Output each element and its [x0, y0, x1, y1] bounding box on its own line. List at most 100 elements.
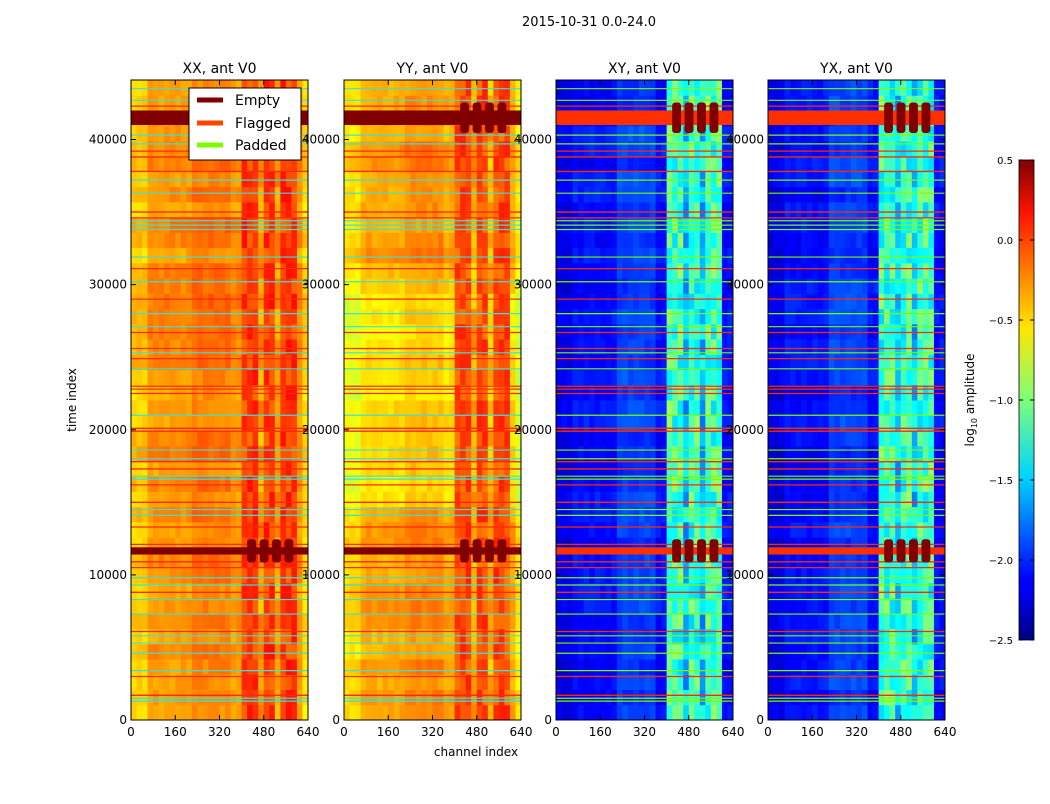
heatmap-cell	[705, 690, 711, 706]
heatmap-cell	[606, 598, 612, 614]
heatmap-cell	[567, 613, 573, 629]
heatmap-cell	[595, 293, 601, 309]
heatmap-cell	[405, 171, 411, 187]
heatmap-cell	[578, 552, 584, 568]
heatmap-cell	[823, 690, 829, 706]
heatmap-cell	[361, 644, 367, 660]
heatmap-cell	[444, 385, 450, 401]
heatmap-cell	[504, 690, 510, 706]
heatmap-cell	[716, 232, 722, 248]
heatmap-cell	[493, 690, 499, 706]
heatmap-cell	[796, 644, 802, 660]
heatmap-cell	[275, 354, 281, 370]
heatmap-cell	[366, 293, 372, 309]
heatmap-cell	[181, 248, 187, 264]
heatmap-cell	[383, 552, 389, 568]
heatmap-cell	[622, 293, 628, 309]
heatmap-cell	[399, 171, 405, 187]
heatmap-cell	[242, 293, 248, 309]
heatmap-cell	[366, 568, 372, 584]
heatmap-cell	[225, 430, 231, 446]
heatmap-cell	[275, 491, 281, 507]
heatmap-cell	[361, 568, 367, 584]
heatmap-cell	[350, 248, 356, 264]
heatmap-cell	[377, 430, 383, 446]
heatmap-cell	[667, 430, 673, 446]
heatmap-cell	[170, 354, 176, 370]
heatmap-cell	[203, 248, 209, 264]
heatmap-cell	[192, 659, 198, 675]
heatmap-cell	[438, 430, 444, 446]
heatmap-cell	[170, 126, 176, 142]
heatmap-cell	[573, 552, 579, 568]
heatmap-cell	[286, 400, 292, 416]
heatmap-cell	[131, 370, 137, 386]
heatmap-cell	[584, 613, 590, 629]
heatmap-cell	[444, 309, 450, 325]
heatmap-cell	[923, 522, 929, 538]
x-tick-label: 160	[589, 725, 612, 739]
heatmap-cell	[705, 248, 711, 264]
heatmap-cell	[153, 126, 159, 142]
heatmap-cell	[683, 598, 689, 614]
heatmap-cell	[275, 202, 281, 218]
heatmap-cell	[399, 293, 405, 309]
heatmap-cell	[700, 644, 706, 660]
heatmap-cell	[372, 522, 378, 538]
heatmap-cell	[722, 644, 728, 660]
heatmap-cell	[499, 644, 505, 660]
heatmap-cell	[247, 278, 253, 294]
heatmap-cell	[722, 263, 728, 279]
heatmap-cell	[137, 202, 143, 218]
heatmap-cell	[722, 354, 728, 370]
heatmap-cell	[622, 309, 628, 325]
heatmap-cell	[923, 613, 929, 629]
heatmap-cell	[258, 522, 264, 538]
heatmap-cell	[186, 705, 192, 721]
heatmap-cell	[203, 263, 209, 279]
heatmap-cell	[628, 80, 634, 96]
heatmap-cell	[857, 690, 863, 706]
heatmap-cell	[449, 156, 455, 172]
heatmap-cell	[344, 522, 350, 538]
heatmap-cell	[895, 690, 901, 706]
heatmap-cell	[247, 293, 253, 309]
heatmap-cell	[164, 644, 170, 660]
heatmap-cell	[934, 430, 940, 446]
heatmap-cell	[488, 598, 494, 614]
heatmap-cell	[656, 248, 662, 264]
heatmap-cell	[159, 430, 165, 446]
heatmap-cell	[912, 491, 918, 507]
heatmap-cell	[366, 354, 372, 370]
heatmap-cell	[394, 522, 400, 538]
heatmap-cell	[438, 568, 444, 584]
heatmap-cell	[678, 690, 684, 706]
heatmap-cell	[153, 293, 159, 309]
heatmap-cell	[477, 309, 483, 325]
heatmap-cell	[578, 263, 584, 279]
heatmap-cell	[694, 568, 700, 584]
heatmap-cell	[148, 263, 154, 279]
heatmap-cell	[242, 690, 248, 706]
heatmap-cell	[242, 263, 248, 279]
heatmap-cell	[350, 354, 356, 370]
heatmap-cell	[633, 568, 639, 584]
heatmap-cell	[203, 171, 209, 187]
heatmap-cell	[438, 644, 444, 660]
heatmap-cell	[366, 187, 372, 203]
heatmap-cell	[181, 659, 187, 675]
heatmap-cell	[410, 187, 416, 203]
heatmap-cell	[148, 613, 154, 629]
heatmap-cell	[361, 613, 367, 629]
heatmap-cell	[269, 385, 275, 401]
heatmap-cell	[388, 309, 394, 325]
heatmap-cell	[562, 598, 568, 614]
heatmap-cell	[137, 400, 143, 416]
heatmap-cell	[410, 385, 416, 401]
heatmap-cell	[438, 552, 444, 568]
heatmap-cell	[477, 156, 483, 172]
heatmap-cell	[410, 644, 416, 660]
heatmap-cell	[366, 690, 372, 706]
heatmap-cell	[901, 613, 907, 629]
heatmap-cell	[923, 491, 929, 507]
